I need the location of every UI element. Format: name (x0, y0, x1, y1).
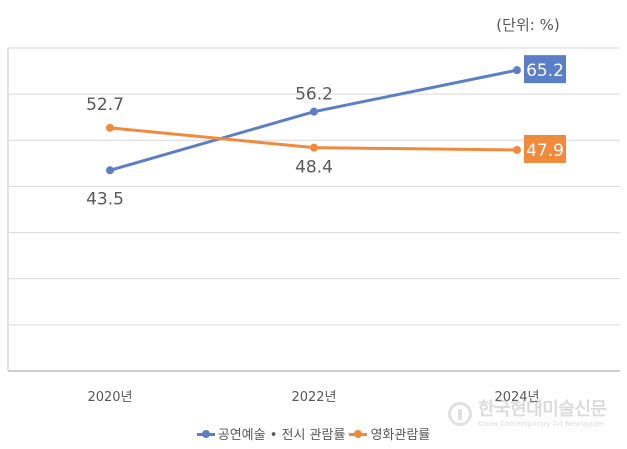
data-label: 52.7 (86, 95, 124, 115)
legend-swatch-series-2 (349, 429, 368, 439)
x-tick-label: 2020년 (87, 390, 132, 405)
data-point (106, 123, 114, 132)
legend: 공연예술 • 전시 관람률 영화관람률 (0, 424, 627, 443)
data-point (513, 66, 521, 75)
data-label-box (524, 134, 566, 163)
data-point (310, 107, 318, 116)
data-point (106, 166, 114, 175)
x-tick-labels: 2020년 2022년 2024년 (87, 390, 539, 405)
data-label: 56.2 (295, 85, 333, 105)
data-label: 48.4 (295, 158, 333, 178)
watermark: 한국현대미술신문 Korea Contemporary Art Newspape… (448, 396, 618, 432)
data-labels: 43.5 52.7 56.2 48.4 65.2 47.9 (86, 55, 566, 209)
data-point (310, 143, 318, 152)
data-point (513, 145, 521, 154)
legend-item-series-2[interactable]: 영화관람률 (349, 424, 430, 443)
x-tick-label: 2024년 (494, 390, 539, 405)
watermark-subtitle: Korea Contemporary Art Newspaper (478, 419, 605, 428)
gridlines (8, 47, 620, 326)
data-label: 43.5 (86, 189, 124, 209)
axes (7, 48, 620, 372)
legend-label-series-2: 영화관람률 (370, 428, 431, 443)
legend-item-series-1[interactable]: 공연예술 • 전시 관람률 (196, 424, 346, 443)
watermark-title: 한국현대미술신문 (478, 398, 607, 420)
unit-label: (단위: %) (496, 16, 560, 34)
data-points (106, 66, 521, 175)
x-tick-label: 2022년 (291, 390, 336, 405)
data-label: 65.2 (526, 61, 564, 81)
legend-label-series-1: 공연예술 • 전시 관람률 (217, 428, 346, 443)
data-label: 47.9 (526, 141, 564, 161)
data-label-box (524, 55, 566, 84)
newspaper-logo-icon (448, 402, 472, 426)
legend-swatch-series-1 (196, 429, 215, 439)
